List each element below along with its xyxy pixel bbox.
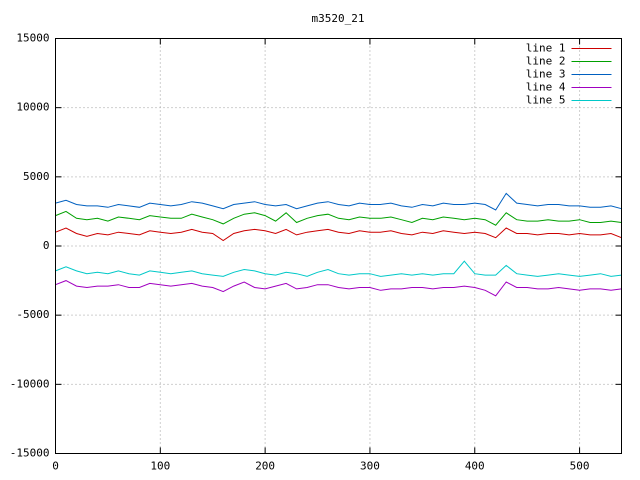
y-tick-label: 15000 [16, 32, 49, 45]
x-tick-label: 300 [360, 460, 380, 473]
plot [55, 192, 622, 297]
data-line [55, 227, 622, 242]
legend-label: line 5 [526, 94, 566, 107]
data-line [55, 210, 622, 226]
x-tick-label: 200 [255, 460, 275, 473]
x-tick-label: 100 [150, 460, 170, 473]
plot-border [55, 38, 622, 454]
legend-label: line 1 [526, 42, 566, 55]
y-tick-label: 0 [43, 239, 50, 252]
legend-label: line 3 [526, 68, 566, 81]
data-line [55, 280, 622, 297]
y-tick-label: 5000 [23, 170, 50, 183]
legend-label: line 2 [526, 55, 566, 68]
x-tick-label: 0 [52, 460, 59, 473]
y-tick-label: 10000 [16, 101, 49, 114]
legend-label: line 4 [526, 81, 566, 94]
x-tick-label: 400 [465, 460, 485, 473]
y-tick-label: -15000 [10, 447, 50, 460]
chart-title: m3520_21 [312, 12, 365, 25]
y-tick-label: -5000 [16, 308, 49, 321]
data-line [55, 192, 622, 211]
x-tick-label: 500 [570, 460, 590, 473]
y-tick-label: -10000 [10, 377, 50, 390]
data-line [55, 260, 622, 277]
